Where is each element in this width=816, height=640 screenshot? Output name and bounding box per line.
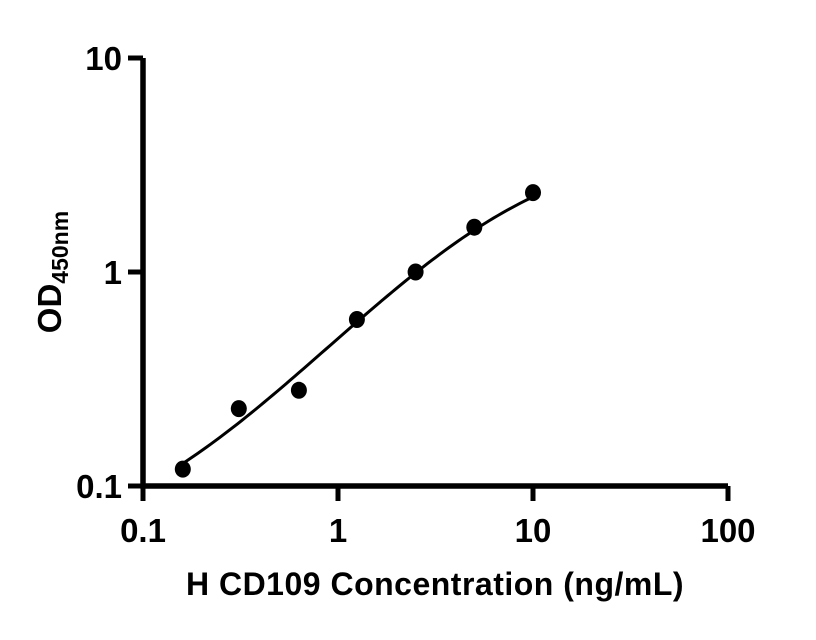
data-point	[466, 218, 483, 236]
y-tick-label: 0.1	[76, 468, 122, 505]
data-point	[525, 184, 541, 202]
x-tick-label: 1	[329, 512, 347, 549]
data-point	[290, 381, 307, 399]
data-point	[348, 311, 365, 328]
x-axis-title: H CD109 Concentration (ng/mL)	[186, 566, 684, 602]
chart-generated-layer: 0.1 1 10 100 0.1 1 10	[76, 40, 755, 549]
data-point	[407, 263, 424, 281]
data-point	[230, 400, 247, 418]
fit-curve	[178, 195, 535, 467]
y-tick-label: 10	[85, 40, 122, 77]
x-tick-label: 100	[700, 512, 755, 549]
y-axis-title-main: OD	[31, 284, 68, 334]
y-tick-label: 1	[104, 254, 122, 291]
x-tick-label: 0.1	[120, 512, 166, 549]
y-axis-title-subscript: 450nm	[47, 211, 73, 284]
y-axis-title: OD450nm	[31, 211, 73, 333]
data-point	[174, 460, 191, 478]
x-tick-label: 10	[515, 512, 552, 549]
axis-spines	[140, 58, 728, 489]
